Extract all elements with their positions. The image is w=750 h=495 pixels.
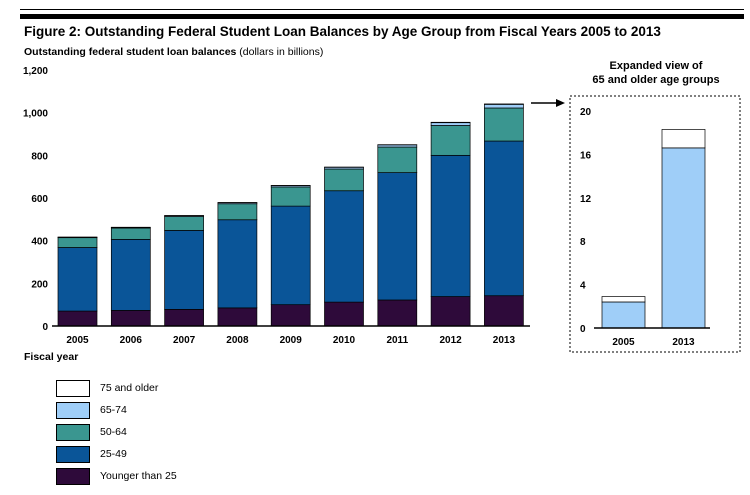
expanded-y-tick-label: 20 xyxy=(580,107,592,118)
legend-label: 25-49 xyxy=(100,448,127,460)
legend-swatch xyxy=(56,402,90,419)
main-x-tick-label: 2012 xyxy=(439,335,462,346)
expanded-x-tick-label: 2013 xyxy=(672,337,695,348)
main-bar-25-49-2007 xyxy=(164,230,204,310)
main-bar-50-64-2011 xyxy=(377,146,418,173)
main-x-tick-label: 2005 xyxy=(66,335,89,346)
main-x-tick-label: 2011 xyxy=(386,335,408,346)
main-bar-50-64-2013 xyxy=(484,107,524,142)
expanded-x-tick-label: 2005 xyxy=(612,337,635,348)
main-bar-younger-than-25-2006 xyxy=(110,310,151,327)
expanded-y-tick-label: 16 xyxy=(580,150,592,161)
main-y-axis-ticks: 0 200 400 600 800 1,000 1,200 xyxy=(23,66,48,333)
legend-swatch xyxy=(56,446,90,463)
expanded-bar-65-74-2013 xyxy=(661,147,706,329)
expanded-y-tick-label: 0 xyxy=(580,324,586,335)
expanded-y-axis-ticks: 0 4 8 12 16 20 xyxy=(580,107,592,335)
main-x-axis-ticks: 2005 2006 2007 2008 2009 2010 2011 2012 2013 xyxy=(66,335,515,346)
expanded-title-line1: Expanded view of xyxy=(610,60,703,72)
expanded-y-tick-label: 8 xyxy=(580,237,586,248)
main-y-tick-label: 1,200 xyxy=(23,66,48,77)
legend-swatch xyxy=(56,468,90,485)
top-rule-thin xyxy=(20,9,744,10)
expanded-y-tick-label: 12 xyxy=(580,194,592,205)
main-bar-25-49-2005 xyxy=(57,247,98,312)
legend-label: Younger than 25 xyxy=(100,470,177,482)
main-y-tick-label: 200 xyxy=(31,279,48,290)
main-bar-25-49-2009 xyxy=(270,205,311,306)
main-bar-younger-than-25-2009 xyxy=(270,304,311,327)
x-axis-title: Fiscal year xyxy=(24,351,79,363)
main-bar-25-49-2006 xyxy=(110,239,151,311)
main-bar-65-74-2012 xyxy=(430,122,471,126)
legend-label: 65-74 xyxy=(100,404,127,416)
subtitle-bold: Outstanding federal student loan balance… xyxy=(24,46,237,58)
main-bar-younger-than-25-2007 xyxy=(164,309,204,327)
main-bar-50-64-2012 xyxy=(430,125,471,156)
main-y-tick-label: 1,000 xyxy=(23,109,48,120)
main-bar-younger-than-25-2011 xyxy=(377,299,418,327)
expanded-bar-65-74-2005 xyxy=(601,301,646,329)
main-bar-25-49-2008 xyxy=(217,219,258,309)
main-x-tick-label: 2007 xyxy=(173,335,196,346)
main-bar-50-64-2005 xyxy=(57,237,98,248)
legend-label: 75 and older xyxy=(100,382,159,394)
main-bar-25-49-2012 xyxy=(430,154,471,297)
main-bar-younger-than-25-2012 xyxy=(430,296,471,327)
chart-subtitle: Outstanding federal student loan balance… xyxy=(24,46,323,58)
main-bar-younger-than-25-2013 xyxy=(484,295,524,327)
main-bar-50-64-2010 xyxy=(324,168,364,192)
expanded-bar-75-older-2005 xyxy=(601,296,646,303)
main-bar-younger-than-25-2005 xyxy=(57,310,98,327)
legend-label: 50-64 xyxy=(100,426,127,438)
main-bars xyxy=(57,103,524,327)
expanded-bars xyxy=(601,129,706,329)
main-bar-65-74-2013 xyxy=(484,103,524,109)
main-bar-25-49-2010 xyxy=(324,190,364,303)
main-y-tick-label: 0 xyxy=(42,322,48,333)
main-bar-50-64-2009 xyxy=(270,186,311,207)
main-bar-younger-than-25-2008 xyxy=(217,307,258,327)
main-x-tick-label: 2009 xyxy=(280,335,303,346)
main-bar-50-64-2007 xyxy=(164,216,204,231)
expanded-title-line2: 65 and older age groups xyxy=(592,74,719,86)
main-bar-25-49-2013 xyxy=(484,140,524,297)
subtitle-units: (dollars in billions) xyxy=(236,46,324,58)
legend-swatch xyxy=(56,424,90,441)
expanded-view-box xyxy=(569,95,741,353)
main-y-tick-label: 600 xyxy=(31,194,48,205)
main-bar-50-64-2006 xyxy=(110,227,151,240)
main-x-tick-label: 2013 xyxy=(493,335,516,346)
main-bar-50-64-2008 xyxy=(217,203,258,221)
main-x-tick-label: 2006 xyxy=(120,335,143,346)
top-rule-thick xyxy=(20,14,744,19)
expanded-bar-75-older-2013 xyxy=(661,129,706,149)
main-x-tick-label: 2008 xyxy=(226,335,249,346)
main-y-tick-label: 400 xyxy=(31,237,48,248)
main-y-tick-label: 800 xyxy=(31,151,48,162)
main-bar-25-49-2011 xyxy=(377,172,418,301)
expanded-y-tick-label: 4 xyxy=(580,281,586,292)
expand-arrow xyxy=(531,99,565,107)
expanded-x-axis-ticks: 2005 2013 xyxy=(612,337,695,348)
figure-title: Figure 2: Outstanding Federal Student Lo… xyxy=(24,24,661,39)
legend-swatch xyxy=(56,380,90,397)
main-x-tick-label: 2010 xyxy=(333,335,356,346)
main-bar-younger-than-25-2010 xyxy=(324,301,364,327)
